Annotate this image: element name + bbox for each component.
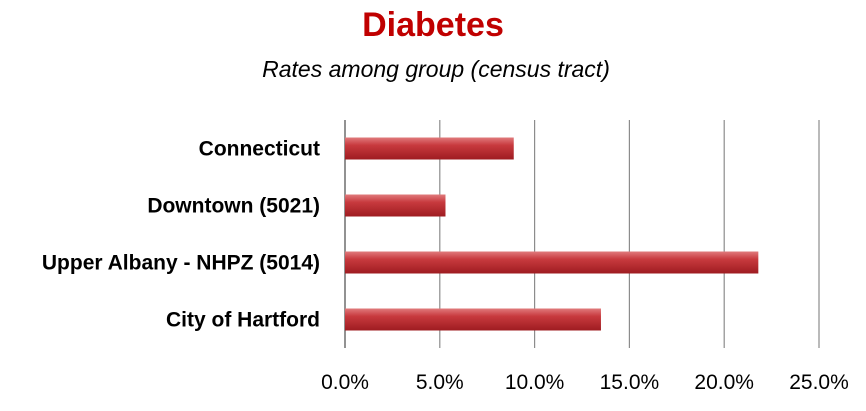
bar — [345, 251, 759, 274]
bars — [345, 137, 759, 331]
category-labels: Connecticut Downtown (5021) Upper Albany -… — [42, 138, 320, 332]
bar — [345, 137, 514, 160]
category-label: Downtown (5021) — [147, 195, 320, 218]
x-tick-labels: 0.0% 5.0% 10.0% 15.0% 20.0% 25.0% — [321, 371, 849, 394]
x-tick-label: 5.0% — [416, 371, 464, 394]
bar — [345, 194, 446, 217]
x-tick-label: 25.0% — [789, 371, 849, 394]
x-tick-label: 10.0% — [505, 371, 565, 394]
bar — [345, 308, 601, 331]
x-tick-label: 0.0% — [321, 371, 369, 394]
category-label: City of Hartford — [166, 309, 320, 332]
category-label: Connecticut — [199, 138, 320, 161]
x-tick-label: 15.0% — [600, 371, 660, 394]
x-tick-label: 20.0% — [694, 371, 754, 394]
chart-subtitle: Rates among group (census tract) — [262, 56, 610, 82]
chart-title: Diabetes — [362, 6, 504, 44]
category-label: Upper Albany - NHPZ (5014) — [42, 252, 320, 275]
